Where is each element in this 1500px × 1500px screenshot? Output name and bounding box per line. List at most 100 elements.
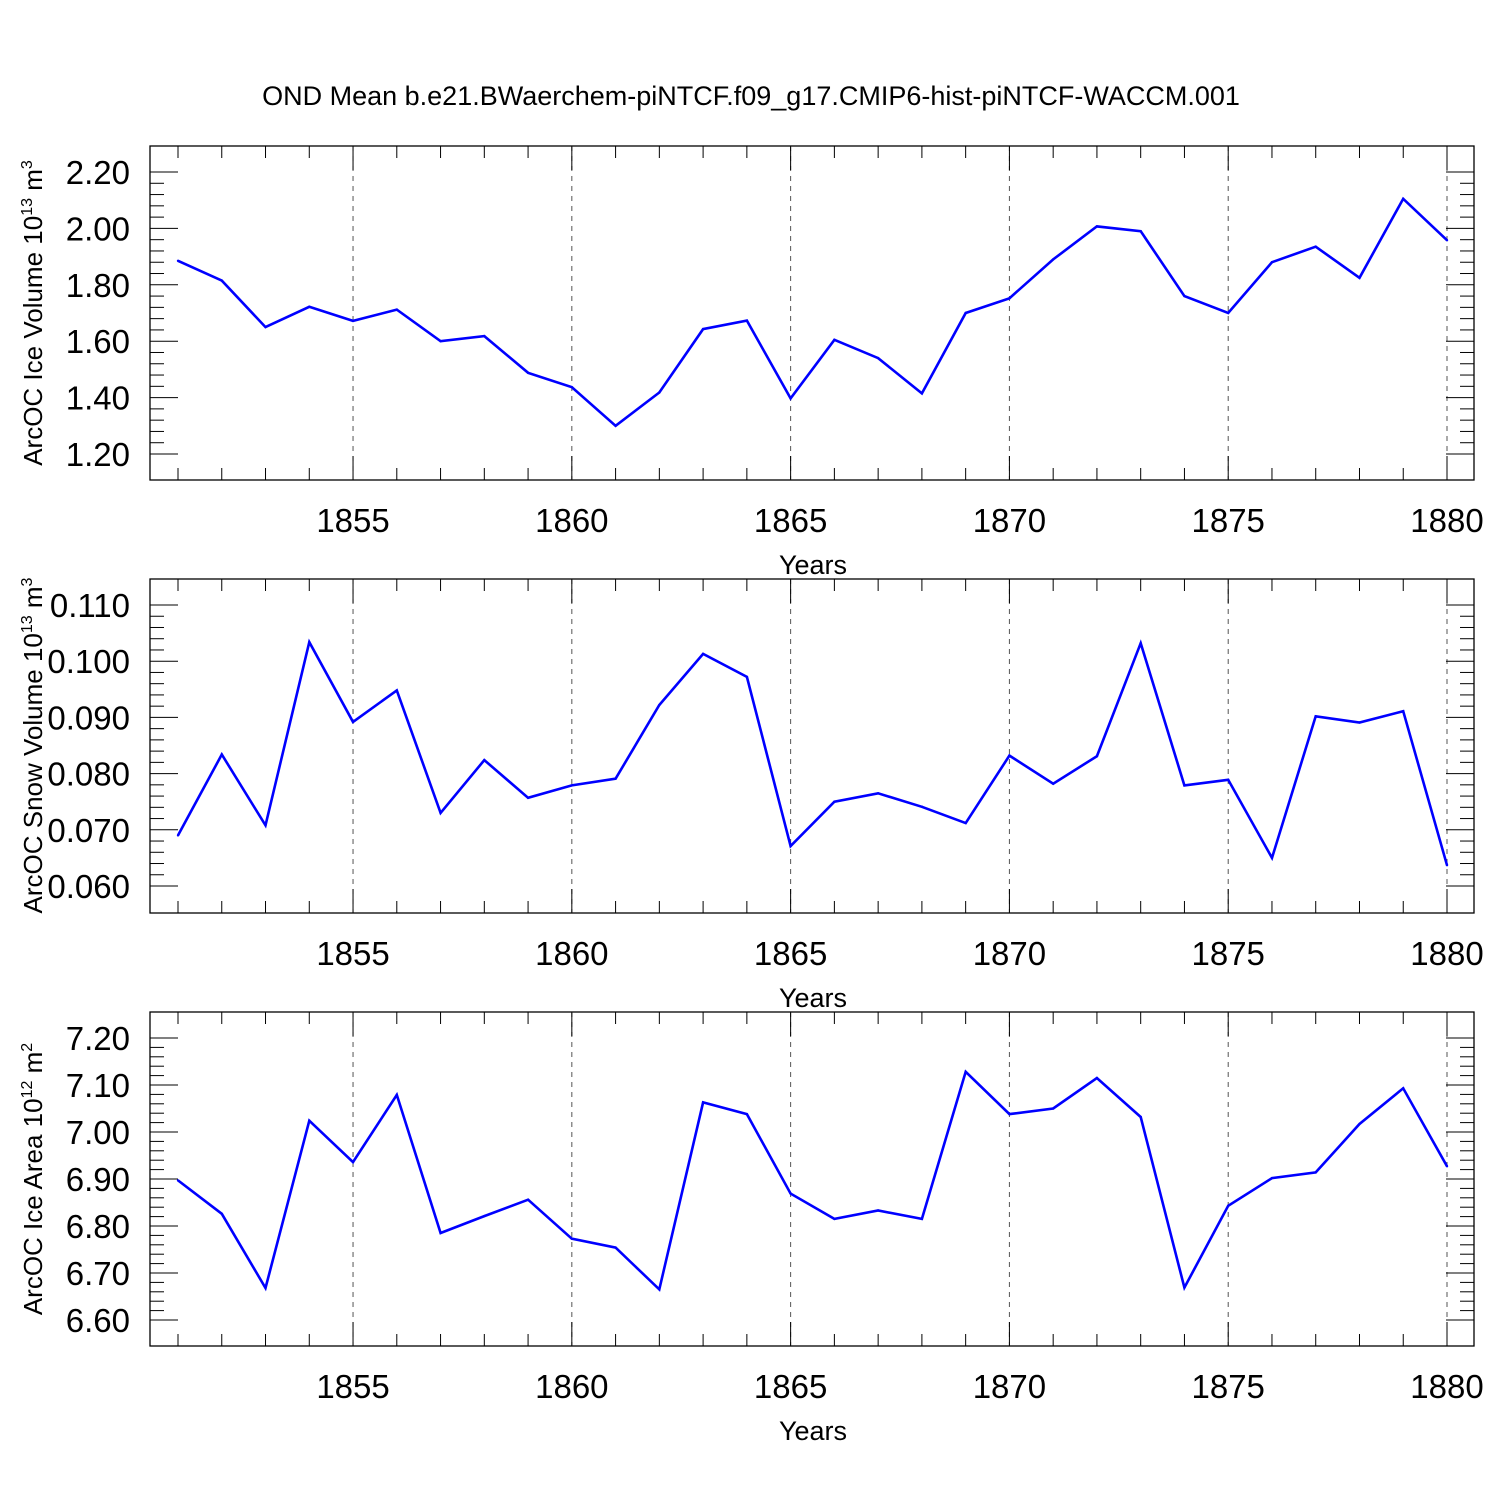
y-tick-label: 6.80 <box>66 1208 130 1245</box>
y-tick-label: 0.080 <box>47 756 130 793</box>
y-axis-title-exponent: 13 <box>19 198 36 216</box>
data-point <box>351 1160 355 1164</box>
data-point <box>395 308 398 311</box>
data-point <box>308 305 311 308</box>
x-tick-label: 1875 <box>1191 1368 1264 1405</box>
chart-panel-1: 1.20 1.40 1.60 1.80 2.00 2.20 1855 1860 1865 1870… <box>18 145 1484 580</box>
y-tick-label: 2.00 <box>66 210 130 247</box>
data-point <box>614 777 617 780</box>
data-point <box>1358 276 1361 279</box>
data-point <box>1227 311 1230 315</box>
data-point <box>264 1286 267 1290</box>
y-tick-label: 1.60 <box>66 323 130 360</box>
data-point <box>658 391 661 394</box>
y-axis-title: ArcOC Ice Area 1012 m2 <box>18 1043 48 1315</box>
y-tick-label: 0.070 <box>47 812 130 849</box>
data-point <box>876 792 880 795</box>
y-axis-title-unit-exponent: 3 <box>19 160 36 169</box>
data-point <box>745 319 749 322</box>
y-tick-label: 1.40 <box>66 380 130 417</box>
data-point <box>351 319 355 323</box>
data-point <box>876 356 880 360</box>
data-point <box>308 1119 311 1122</box>
x-tick-label: 1875 <box>1191 502 1264 539</box>
x-tick-label: 1860 <box>535 935 608 972</box>
data-point <box>1051 782 1055 785</box>
data-point <box>220 1212 223 1215</box>
y-tick-label: 6.70 <box>66 1255 130 1292</box>
data-point <box>1051 258 1055 261</box>
y-tick-label: 7.20 <box>66 1020 130 1057</box>
data-point <box>526 1198 530 1201</box>
data-point <box>876 1209 880 1212</box>
chart-panel-3: 6.60 6.70 6.80 6.90 7.00 7.10 7.20 1855 1860 1865… <box>18 1011 1484 1446</box>
data-point <box>1008 297 1011 300</box>
y-axis-title-exponent: 12 <box>19 1081 36 1099</box>
y-tick-label: 1.80 <box>66 267 130 304</box>
x-axis-title: Years <box>779 550 847 580</box>
y-tick-label: 6.90 <box>66 1161 130 1198</box>
data-point <box>1445 864 1449 867</box>
data-point <box>483 758 486 762</box>
data-point <box>1139 230 1142 233</box>
data-point <box>264 824 267 827</box>
data-point <box>439 1231 442 1235</box>
data-point <box>176 1179 180 1182</box>
y-axis-title-text: ArcOC Ice Area 10 <box>18 1098 48 1315</box>
y-axis-title: ArcOC Ice Volume 1013 m3 <box>18 160 48 466</box>
data-point <box>483 1214 486 1218</box>
data-point <box>1270 1176 1274 1180</box>
x-axis-title: Years <box>779 983 847 1013</box>
y-tick-label: 0.110 <box>50 587 130 624</box>
y-axis-title: ArcOC Snow Volume 1013 m3 <box>18 577 48 913</box>
data-point <box>1008 754 1011 757</box>
data-point <box>176 259 180 263</box>
x-tick-label: 1880 <box>1410 935 1483 972</box>
y-axis-title-unit: m <box>18 1052 48 1081</box>
data-point <box>176 834 180 837</box>
x-tick-label: 1855 <box>316 1368 389 1405</box>
data-point <box>658 703 661 707</box>
x-tick-label: 1870 <box>973 1368 1046 1405</box>
plot-frame <box>149 578 1475 914</box>
data-point <box>395 1093 398 1097</box>
data-point <box>570 385 574 389</box>
y-tick-label: 6.60 <box>66 1302 130 1339</box>
y-tick-label: 2.20 <box>66 154 130 191</box>
data-point <box>395 689 398 692</box>
data-point <box>920 805 924 808</box>
x-tick-label: 1880 <box>1410 502 1483 539</box>
data-point <box>1227 1204 1230 1207</box>
data-point <box>1008 1112 1011 1116</box>
y-tick-label: 1.20 <box>66 436 130 473</box>
data-point <box>1314 715 1317 718</box>
data-point <box>1270 261 1274 264</box>
data-point <box>1183 1286 1186 1289</box>
data-point <box>964 1070 967 1074</box>
data-point <box>701 652 705 656</box>
y-tick-label: 0.100 <box>47 643 130 680</box>
y-axis-title-unit: m <box>18 586 48 615</box>
x-tick-label: 1855 <box>316 935 389 972</box>
y-axis-title-text: ArcOC Ice Volume 10 <box>18 216 48 466</box>
data-point <box>833 338 836 341</box>
panels: 1.20 1.40 1.60 1.80 2.00 2.20 1855 1860 1865 1870… <box>18 145 1484 1446</box>
data-point <box>745 675 749 679</box>
y-axis-title-text: ArcOC Snow Volume 10 <box>18 633 48 913</box>
data-point <box>308 640 311 644</box>
data-point <box>833 1217 836 1221</box>
data-point <box>833 800 836 803</box>
data-point <box>701 327 705 331</box>
data-point <box>1402 710 1405 713</box>
data-point <box>1139 1115 1142 1119</box>
data-point <box>701 1101 705 1104</box>
data-point <box>920 392 924 395</box>
x-tick-label: 1865 <box>754 502 827 539</box>
x-tick-label: 1860 <box>535 1368 608 1405</box>
chart-panel-2: 0.060 0.070 0.080 0.090 0.100 0.110 1855 1860 18… <box>18 577 1484 1013</box>
data-point <box>351 720 355 724</box>
x-tick-label: 1865 <box>754 1368 827 1405</box>
data-point <box>1095 754 1099 758</box>
data-point <box>614 1246 617 1249</box>
